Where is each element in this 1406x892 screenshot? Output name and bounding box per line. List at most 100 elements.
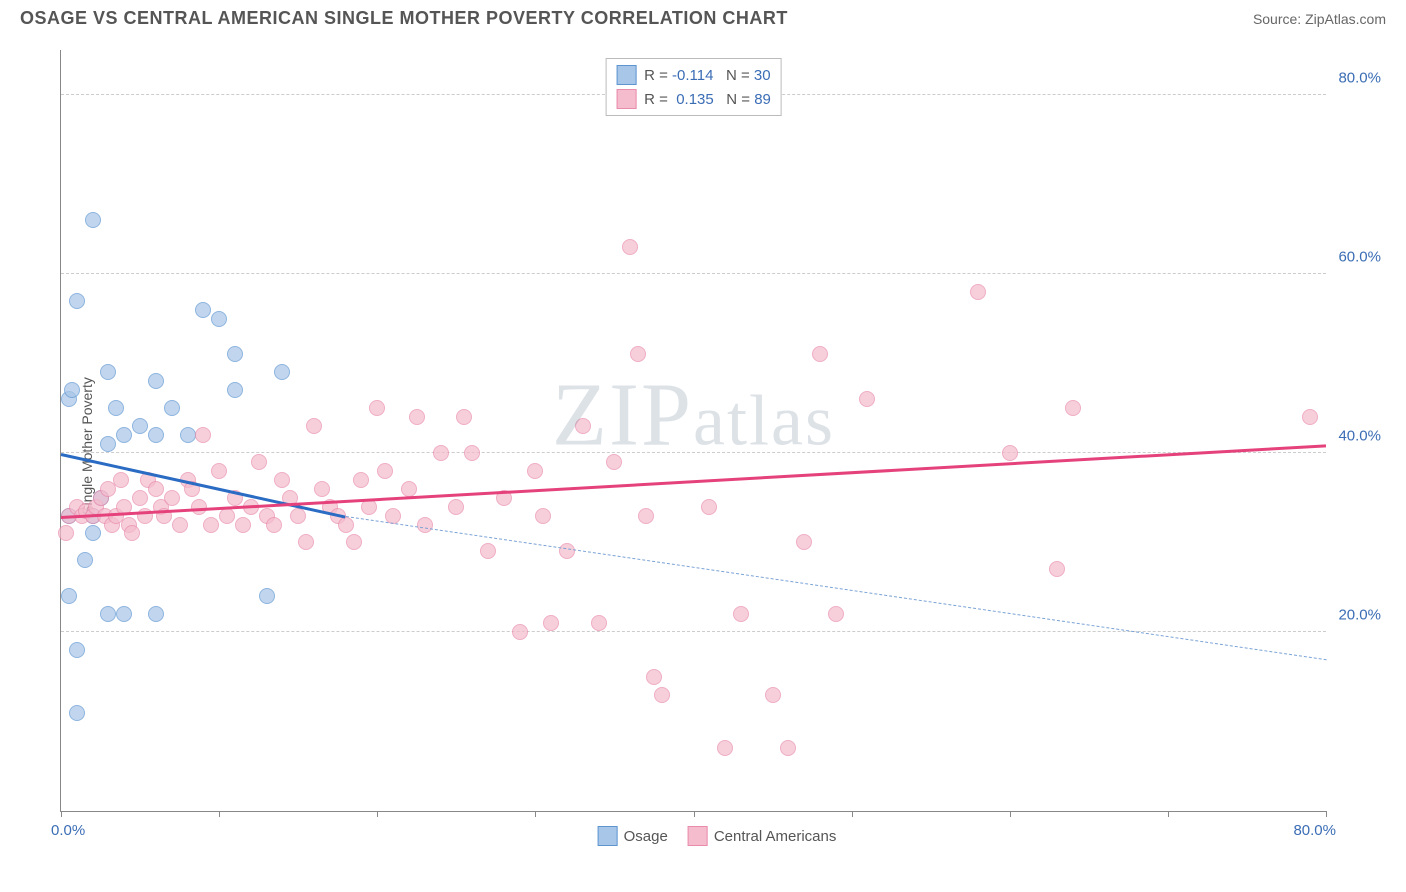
data-point <box>701 499 717 515</box>
data-point <box>796 534 812 550</box>
legend-row: R = 0.135 N = 89 <box>616 87 771 111</box>
y-tick-label: 60.0% <box>1338 248 1381 265</box>
data-point <box>559 543 575 559</box>
data-point <box>148 606 164 622</box>
data-point <box>227 382 243 398</box>
legend-swatch <box>616 65 636 85</box>
data-point <box>970 284 986 300</box>
data-point <box>543 615 559 631</box>
data-point <box>124 525 140 541</box>
data-point <box>859 391 875 407</box>
data-point <box>733 606 749 622</box>
source-link[interactable]: ZipAtlas.com <box>1305 11 1386 27</box>
data-point <box>1302 409 1318 425</box>
data-point <box>630 346 646 362</box>
data-point <box>77 552 93 568</box>
data-point <box>116 427 132 443</box>
data-point <box>369 400 385 416</box>
data-point <box>64 382 80 398</box>
data-point <box>290 508 306 524</box>
x-tick <box>1010 811 1011 817</box>
data-point <box>266 517 282 533</box>
legend-item: Osage <box>598 826 668 846</box>
legend-swatch <box>688 826 708 846</box>
chart-container: Single Mother Poverty ZIPatlas R = -0.11… <box>48 40 1386 852</box>
data-point <box>1065 400 1081 416</box>
data-point <box>108 400 124 416</box>
data-point <box>346 534 362 550</box>
data-point <box>211 463 227 479</box>
x-tick <box>377 811 378 817</box>
data-point <box>100 606 116 622</box>
x-tick <box>1326 811 1327 817</box>
data-point <box>191 499 207 515</box>
source-attribution: Source: ZipAtlas.com <box>1253 11 1386 27</box>
data-point <box>58 525 74 541</box>
data-point <box>512 624 528 640</box>
y-tick-label: 20.0% <box>1338 606 1381 623</box>
trendline <box>61 444 1326 519</box>
legend-stats: R = 0.135 N = 89 <box>644 91 771 108</box>
data-point <box>1049 561 1065 577</box>
data-point <box>338 517 354 533</box>
trendline-extrapolated <box>346 516 1327 660</box>
legend-label: Central Americans <box>714 828 837 845</box>
data-point <box>314 481 330 497</box>
plot-area: ZIPatlas R = -0.114 N = 30R = 0.135 N = … <box>60 50 1326 812</box>
data-point <box>69 705 85 721</box>
data-point <box>1002 445 1018 461</box>
data-point <box>180 427 196 443</box>
data-point <box>306 418 322 434</box>
data-point <box>401 481 417 497</box>
data-point <box>646 669 662 685</box>
data-point <box>132 490 148 506</box>
data-point <box>61 588 77 604</box>
data-point <box>606 454 622 470</box>
gridline <box>61 452 1326 453</box>
data-point <box>622 239 638 255</box>
y-tick-label: 80.0% <box>1338 69 1381 86</box>
data-point <box>195 427 211 443</box>
data-point <box>203 517 219 533</box>
source-label: Source: <box>1253 11 1305 27</box>
x-tick <box>535 811 536 817</box>
data-point <box>535 508 551 524</box>
x-tick <box>852 811 853 817</box>
data-point <box>575 418 591 434</box>
data-point <box>148 427 164 443</box>
legend-row: R = -0.114 N = 30 <box>616 63 771 87</box>
data-point <box>812 346 828 362</box>
data-point <box>69 293 85 309</box>
data-point <box>164 490 180 506</box>
x-tick <box>694 811 695 817</box>
y-tick-label: 40.0% <box>1338 427 1381 444</box>
data-point <box>274 364 290 380</box>
legend-swatch <box>598 826 618 846</box>
data-point <box>274 472 290 488</box>
data-point <box>116 606 132 622</box>
data-point <box>433 445 449 461</box>
data-point <box>377 463 393 479</box>
data-point <box>638 508 654 524</box>
data-point <box>85 212 101 228</box>
data-point <box>251 454 267 470</box>
data-point <box>765 687 781 703</box>
data-point <box>100 436 116 452</box>
legend-item: Central Americans <box>688 826 837 846</box>
data-point <box>148 373 164 389</box>
data-point <box>172 517 188 533</box>
data-point <box>100 364 116 380</box>
data-point <box>69 642 85 658</box>
data-point <box>227 346 243 362</box>
legend-stats: R = -0.114 N = 30 <box>644 67 771 84</box>
gridline <box>61 273 1326 274</box>
data-point <box>259 588 275 604</box>
legend-swatch <box>616 89 636 109</box>
x-tick <box>1168 811 1169 817</box>
x-tick <box>61 811 62 817</box>
data-point <box>480 543 496 559</box>
data-point <box>211 311 227 327</box>
data-point <box>353 472 369 488</box>
data-point <box>219 508 235 524</box>
x-min-label: 0.0% <box>51 822 85 839</box>
